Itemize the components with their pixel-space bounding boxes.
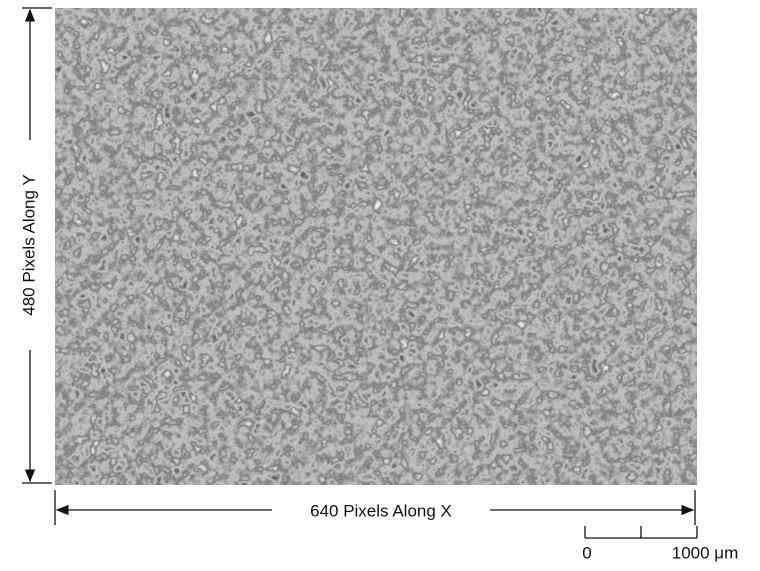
scale-start-label: 0 [582, 543, 591, 562]
speckle-image [55, 8, 697, 485]
x-dimension-label: 640 Pixels Along X [310, 501, 452, 520]
y-dimension-label: 480 Pixels Along Y [19, 174, 38, 315]
label-background [20, 140, 40, 350]
label-background [272, 500, 490, 522]
scale-bar [584, 526, 698, 539]
scale-end-label: 1000 μm [672, 543, 739, 562]
